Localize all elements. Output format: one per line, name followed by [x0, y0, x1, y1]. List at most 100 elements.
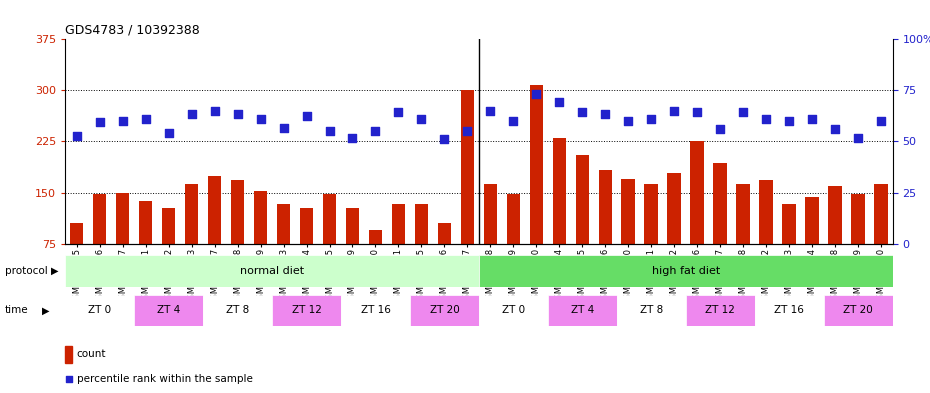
Text: ▶: ▶ — [51, 266, 59, 276]
FancyBboxPatch shape — [203, 295, 272, 326]
FancyBboxPatch shape — [824, 295, 893, 326]
Bar — [805, 197, 819, 295]
Point — [207, 108, 222, 114]
Point — [621, 118, 636, 124]
FancyBboxPatch shape — [65, 295, 134, 326]
Point — [115, 118, 130, 124]
Bar — [644, 184, 658, 295]
Bar — [552, 138, 566, 295]
Bar — [185, 184, 198, 295]
Point — [69, 133, 84, 139]
Point — [874, 118, 889, 124]
Text: ZT 8: ZT 8 — [226, 305, 249, 316]
Point — [230, 111, 245, 118]
Bar — [437, 223, 451, 295]
Bar — [599, 170, 612, 295]
Text: ZT 0: ZT 0 — [88, 305, 112, 316]
Text: ZT 0: ZT 0 — [502, 305, 525, 316]
Bar — [392, 204, 405, 295]
Point — [92, 119, 107, 125]
Point — [299, 112, 314, 119]
Bar — [851, 194, 865, 295]
Bar — [299, 208, 313, 295]
Bar — [368, 230, 382, 295]
Bar — [323, 194, 337, 295]
Text: time: time — [5, 305, 28, 316]
Point — [644, 116, 658, 122]
FancyBboxPatch shape — [479, 255, 893, 287]
Point — [253, 116, 268, 122]
Bar — [231, 180, 245, 295]
Text: ZT 20: ZT 20 — [844, 305, 873, 316]
Bar — [621, 179, 635, 295]
Text: ZT 4: ZT 4 — [157, 305, 180, 316]
Point — [828, 126, 843, 132]
Bar — [829, 186, 843, 295]
Point — [851, 135, 866, 141]
FancyBboxPatch shape — [134, 295, 203, 326]
Text: protocol: protocol — [5, 266, 47, 276]
FancyBboxPatch shape — [685, 295, 755, 326]
Point — [529, 91, 544, 97]
Point — [713, 126, 728, 132]
Text: GDS4783 / 10392388: GDS4783 / 10392388 — [65, 24, 200, 37]
Point — [322, 128, 337, 134]
FancyBboxPatch shape — [410, 295, 479, 326]
Bar — [460, 90, 474, 295]
Text: ZT 20: ZT 20 — [430, 305, 459, 316]
Bar — [415, 204, 429, 295]
FancyBboxPatch shape — [341, 295, 410, 326]
Bar — [65, 346, 73, 363]
Text: percentile rank within the sample: percentile rank within the sample — [76, 374, 253, 384]
Bar — [507, 194, 520, 295]
Point — [368, 128, 383, 134]
Point — [575, 109, 590, 115]
Point — [139, 116, 153, 122]
Point — [690, 109, 705, 115]
Text: ZT 12: ZT 12 — [706, 305, 736, 316]
Bar — [346, 208, 359, 295]
Point — [759, 116, 774, 122]
Bar — [782, 204, 796, 295]
Bar — [254, 191, 268, 295]
Text: count: count — [76, 349, 106, 360]
Point — [598, 111, 613, 118]
Bar — [484, 184, 498, 295]
Text: high fat diet: high fat diet — [652, 266, 720, 276]
Bar — [713, 163, 727, 295]
Point — [483, 108, 498, 114]
Text: ZT 8: ZT 8 — [640, 305, 663, 316]
Point — [506, 118, 521, 124]
Point — [460, 128, 475, 134]
Bar — [874, 184, 888, 295]
Bar — [576, 155, 590, 295]
Text: ZT 12: ZT 12 — [292, 305, 322, 316]
Point — [324, 237, 339, 244]
Text: ZT 16: ZT 16 — [361, 305, 391, 316]
FancyBboxPatch shape — [65, 255, 479, 287]
Bar — [115, 193, 129, 295]
Point — [161, 129, 176, 136]
Point — [391, 109, 405, 115]
Bar — [668, 173, 682, 295]
Bar — [690, 141, 704, 295]
Bar — [529, 85, 543, 295]
FancyBboxPatch shape — [548, 295, 617, 326]
Point — [345, 135, 360, 141]
Text: ZT 4: ZT 4 — [571, 305, 594, 316]
Text: normal diet: normal diet — [240, 266, 304, 276]
Point — [437, 136, 452, 143]
FancyBboxPatch shape — [755, 295, 824, 326]
FancyBboxPatch shape — [479, 295, 548, 326]
Point — [782, 118, 797, 124]
Point — [736, 109, 751, 115]
Bar — [760, 180, 773, 295]
FancyBboxPatch shape — [272, 295, 341, 326]
Bar — [93, 194, 106, 295]
Point — [414, 116, 429, 122]
Bar — [207, 176, 221, 295]
Point — [667, 108, 682, 114]
FancyBboxPatch shape — [617, 295, 685, 326]
Point — [552, 99, 567, 105]
Bar — [276, 204, 290, 295]
